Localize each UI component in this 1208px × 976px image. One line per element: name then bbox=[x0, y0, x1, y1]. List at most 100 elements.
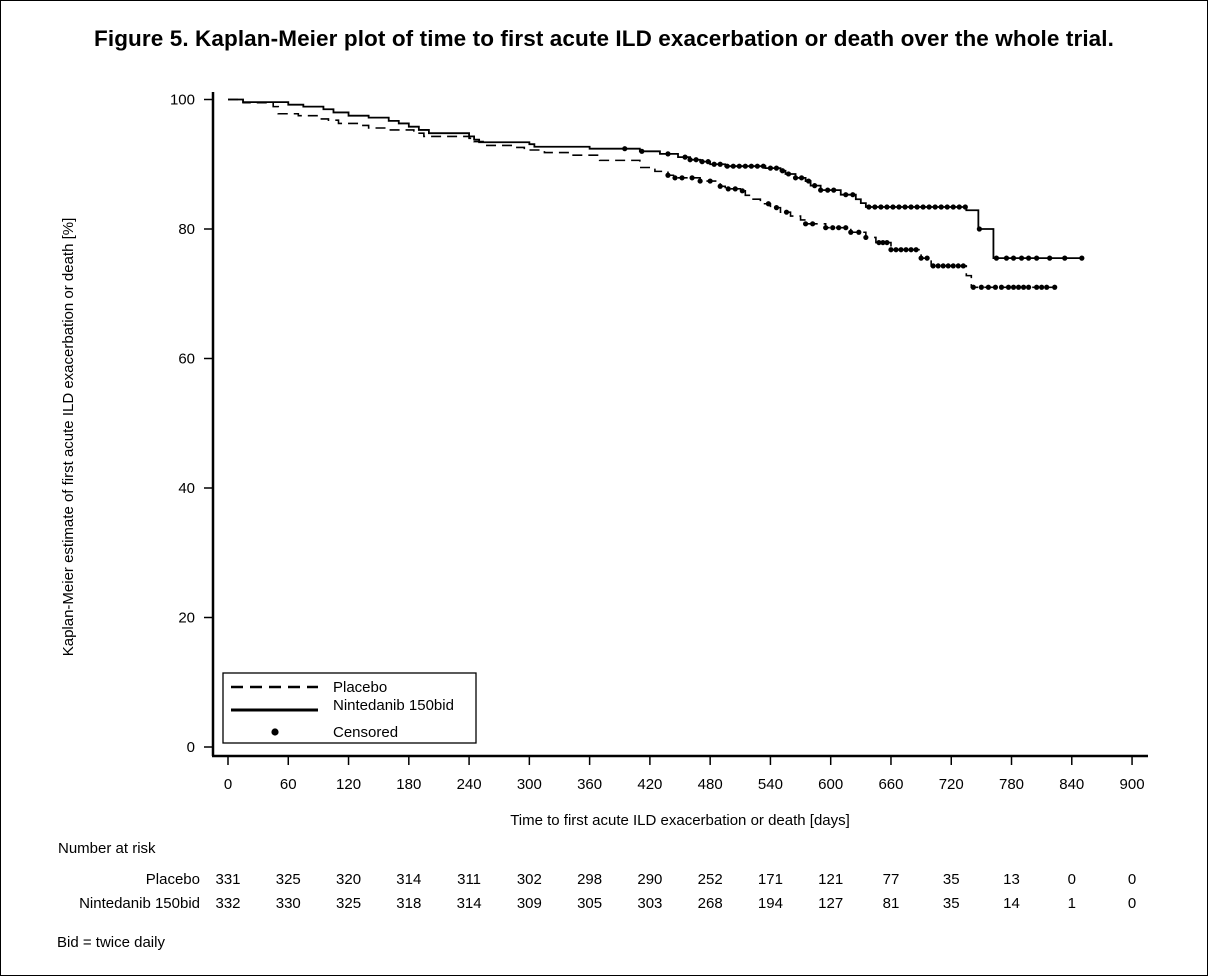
nintedanib-censored-mark bbox=[932, 204, 938, 210]
x-tick-label: 180 bbox=[396, 776, 421, 793]
placebo-censored-mark bbox=[843, 225, 849, 231]
risk-cell: 77 bbox=[883, 871, 900, 888]
placebo-censored-mark bbox=[823, 225, 829, 231]
placebo-censored-mark bbox=[950, 263, 956, 269]
x-tick-label: 480 bbox=[698, 776, 723, 793]
nintedanib-censored-mark bbox=[896, 204, 902, 210]
nintedanib-censored-mark bbox=[754, 163, 760, 169]
placebo-censored-mark bbox=[1020, 284, 1027, 290]
risk-cell: 14 bbox=[1003, 895, 1020, 912]
nintedanib-censored-mark bbox=[785, 171, 792, 177]
placebo-censored-mark bbox=[689, 175, 695, 181]
y-axis-label: Kaplan-Meier estimate of first acute ILD… bbox=[60, 218, 77, 657]
risk-cell: 0 bbox=[1128, 871, 1136, 888]
nintedanib-censored-mark bbox=[622, 146, 628, 152]
x-tick-label: 540 bbox=[758, 776, 783, 793]
risk-cell: 298 bbox=[577, 871, 602, 888]
nintedanib-censored-mark bbox=[1034, 255, 1040, 261]
nintedanib-censored-mark bbox=[1047, 255, 1053, 261]
nintedanib-censored-mark bbox=[705, 159, 711, 165]
nintedanib-censored-mark bbox=[825, 187, 831, 193]
nintedanib-censored-mark bbox=[730, 163, 736, 169]
x-tick-label: 60 bbox=[280, 776, 297, 793]
x-tick-label: 420 bbox=[637, 776, 662, 793]
y-tick-label: 60 bbox=[178, 351, 195, 368]
nintedanib-censored-mark bbox=[993, 255, 1000, 261]
nintedanib-censored-mark bbox=[938, 204, 944, 210]
risk-cell: 305 bbox=[577, 895, 602, 912]
nintedanib-censored-mark bbox=[1079, 255, 1085, 261]
placebo-censored-mark bbox=[783, 209, 790, 215]
nintedanib-censored-mark bbox=[908, 204, 914, 210]
placebo-censored-mark bbox=[732, 186, 738, 192]
placebo-censored-mark bbox=[893, 247, 899, 253]
risk-cell: 290 bbox=[637, 871, 662, 888]
nintedanib-censored-mark bbox=[902, 204, 908, 210]
placebo-censored-mark bbox=[679, 175, 685, 181]
x-tick-label: 840 bbox=[1059, 776, 1084, 793]
nintedanib-censored-mark bbox=[767, 165, 774, 171]
risk-cell: 268 bbox=[698, 895, 723, 912]
risk-row-label: Placebo bbox=[146, 871, 200, 888]
nintedanib-censored-mark bbox=[976, 226, 982, 232]
nintedanib-censored-mark bbox=[944, 204, 950, 210]
nintedanib-censored-mark bbox=[884, 204, 890, 210]
nintedanib-censored-mark bbox=[711, 161, 717, 167]
risk-cell: 194 bbox=[758, 895, 783, 912]
placebo-censored-mark bbox=[856, 229, 862, 235]
placebo-censored-mark bbox=[876, 239, 882, 246]
risk-cell: 252 bbox=[698, 871, 723, 888]
placebo-censored-mark bbox=[930, 263, 936, 269]
placebo-censored-mark bbox=[1010, 284, 1017, 290]
nintedanib-censored-mark bbox=[742, 163, 748, 169]
nintedanib-censored-mark bbox=[699, 159, 705, 165]
placebo-censored-mark bbox=[810, 221, 816, 227]
x-tick-label: 600 bbox=[818, 776, 843, 793]
risk-cell: 303 bbox=[637, 895, 662, 912]
nintedanib-censored-mark bbox=[792, 175, 799, 181]
nintedanib-censored-mark bbox=[812, 183, 818, 189]
nintedanib-censored-mark bbox=[956, 204, 962, 210]
risk-cell: 81 bbox=[883, 895, 900, 912]
risk-cell: 302 bbox=[517, 871, 542, 888]
nintedanib-censored-mark bbox=[926, 204, 932, 210]
nintedanib-censored-mark bbox=[950, 204, 956, 210]
legend-nintedanib-label: Nintedanib 150bid bbox=[333, 697, 454, 714]
x-tick-label: 720 bbox=[939, 776, 964, 793]
nintedanib-censored-mark bbox=[872, 204, 878, 210]
risk-cell: 318 bbox=[396, 895, 421, 912]
nintedanib-censored-mark bbox=[818, 187, 824, 193]
nintedanib-censored-mark bbox=[843, 192, 849, 198]
x-tick-label: 660 bbox=[878, 776, 903, 793]
placebo-censored-mark bbox=[924, 255, 930, 261]
nintedanib-censored-mark bbox=[831, 187, 837, 193]
legend-censored-label: Censored bbox=[333, 724, 398, 741]
risk-cell: 35 bbox=[943, 895, 960, 912]
x-tick-label: 300 bbox=[517, 776, 542, 793]
placebo-censored-mark bbox=[888, 247, 894, 253]
x-tick-label: 120 bbox=[336, 776, 361, 793]
risk-cell: 127 bbox=[818, 895, 843, 912]
nintedanib-censored-mark bbox=[890, 204, 896, 210]
placebo-censored-mark bbox=[707, 178, 713, 184]
placebo-censored-mark bbox=[1015, 284, 1022, 290]
figure-title: Figure 5. Kaplan-Meier plot of time to f… bbox=[94, 26, 1114, 51]
placebo-censored-mark bbox=[672, 175, 678, 181]
risk-cell: 314 bbox=[457, 895, 482, 912]
risk-cell: 325 bbox=[336, 895, 361, 912]
risk-row-label: Nintedanib 150bid bbox=[79, 895, 200, 912]
placebo-censored-mark bbox=[765, 201, 772, 207]
placebo-censored-mark bbox=[903, 247, 909, 253]
placebo-censored-mark bbox=[913, 247, 919, 253]
placebo-censored-mark bbox=[945, 263, 951, 269]
placebo-censored-mark bbox=[739, 188, 745, 194]
risk-cell: 330 bbox=[276, 895, 301, 912]
nintedanib-censored-mark bbox=[850, 192, 856, 198]
footnote: Bid = twice daily bbox=[57, 934, 165, 951]
nintedanib-censored-mark bbox=[798, 175, 805, 181]
risk-cell: 331 bbox=[215, 871, 240, 888]
nintedanib-censored-mark bbox=[1018, 255, 1025, 261]
placebo-censored-mark bbox=[992, 284, 999, 290]
y-tick-label: 20 bbox=[178, 610, 195, 627]
